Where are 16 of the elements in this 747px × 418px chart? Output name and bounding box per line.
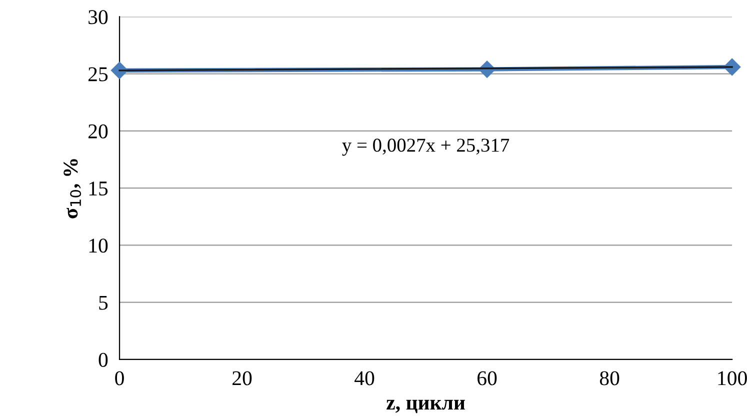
x-tick-label: 80 bbox=[600, 371, 620, 386]
x-tick-label: 40 bbox=[354, 371, 374, 386]
x-tick-label: 0 bbox=[115, 371, 124, 386]
y-tick-label: 5 bbox=[99, 296, 108, 310]
y-tick-label: 30 bbox=[88, 10, 108, 24]
y-tick-label: 0 bbox=[98, 352, 108, 367]
x-tick-label: 60 bbox=[478, 371, 497, 386]
x-tick-label: 100 bbox=[718, 371, 747, 386]
y-tick-label: 10 bbox=[89, 238, 108, 253]
y-tick-label: 15 bbox=[89, 182, 108, 196]
y-tick-label: 25 bbox=[88, 67, 108, 82]
y-tick-label: 20 bbox=[88, 124, 108, 138]
x-axis-title: z, цикли bbox=[386, 400, 465, 414]
y-axis-title: σ$_{10}$, % bbox=[64, 159, 82, 218]
x-tick-label: 20 bbox=[232, 371, 252, 386]
annotation: y = 0,0027x + 25,317 bbox=[342, 138, 510, 156]
